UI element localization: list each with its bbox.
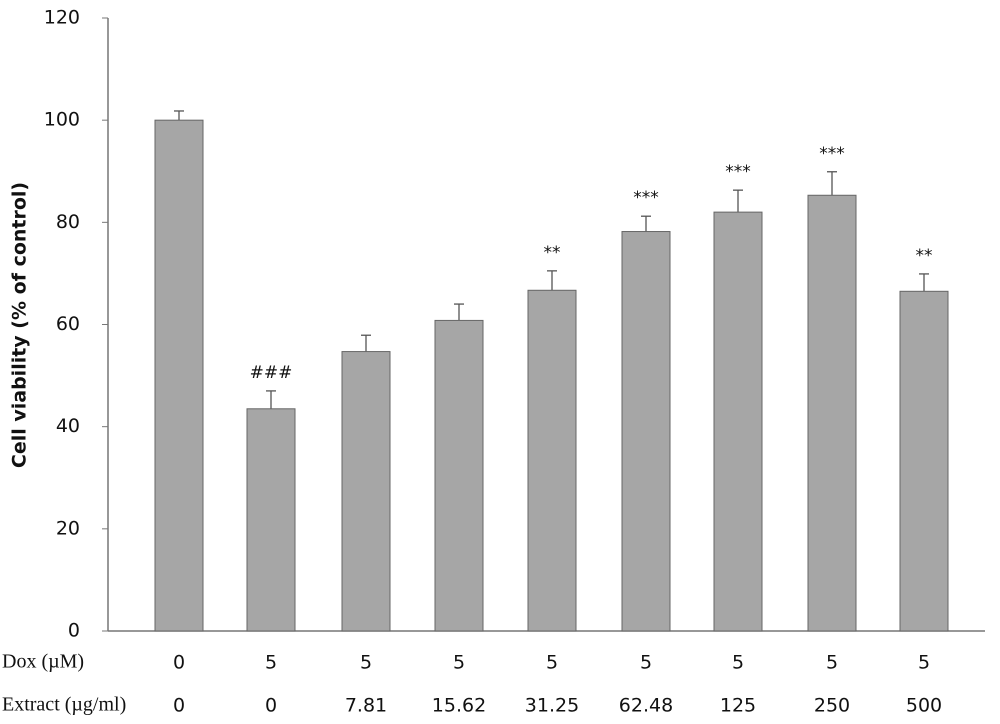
bar: [899, 290, 949, 632]
bar: [154, 119, 204, 632]
bar: [527, 289, 577, 632]
bar: [807, 194, 857, 632]
x-tick-label: 62.48: [619, 695, 673, 717]
annotation: ***: [725, 162, 751, 182]
annotation: ***: [633, 188, 659, 208]
annotation: **: [916, 246, 933, 266]
row-label: Dox (µM): [2, 651, 84, 673]
y-tick-label: 60: [56, 313, 80, 335]
y-axis-label: Cell viability (% of control): [9, 182, 31, 468]
x-tick-label: 0: [173, 695, 185, 717]
row-label: Extract (µg/ml): [2, 694, 126, 716]
y-tick-label: 0: [68, 620, 80, 642]
x-tick-label: 0: [265, 695, 277, 717]
x-tick-label: 250: [814, 695, 850, 717]
x-tick-label: 5: [453, 652, 465, 674]
x-tick-label: 5: [640, 652, 652, 674]
x-tick-label: 5: [732, 652, 744, 674]
x-tick-label: 15.62: [432, 695, 486, 717]
bar: [713, 211, 763, 632]
x-tick-label: 7.81: [345, 695, 387, 717]
bar: [341, 351, 391, 632]
annotation: ###: [250, 363, 293, 383]
y-tick-label: 20: [56, 517, 80, 539]
x-tick-label: 0: [173, 652, 185, 674]
x-tick-label: 500: [906, 695, 942, 717]
y-tick-label: 120: [44, 7, 80, 29]
bar: [434, 319, 484, 632]
x-tick-label: 31.25: [525, 695, 579, 717]
y-tick-label: 80: [56, 211, 80, 233]
x-tick-label: 5: [360, 652, 372, 674]
bar: [246, 408, 296, 632]
x-tick-label: 5: [826, 652, 838, 674]
x-tick-label: 5: [918, 652, 930, 674]
y-tick-label: 100: [44, 109, 80, 131]
annotation: **: [544, 243, 561, 263]
bar: [621, 231, 671, 632]
y-tick-label: 40: [56, 415, 80, 437]
x-tick-label: 5: [546, 652, 558, 674]
x-tick-label: 125: [720, 695, 756, 717]
x-tick-label: 5: [265, 652, 277, 674]
annotation: ***: [819, 144, 845, 164]
